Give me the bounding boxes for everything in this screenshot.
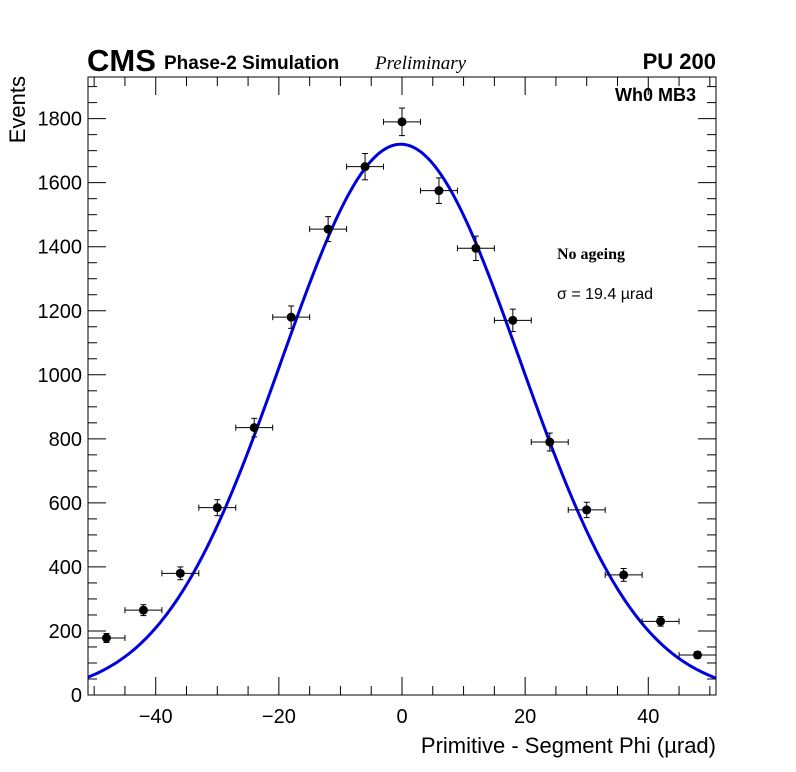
y-tick-label: 600 <box>49 493 82 515</box>
data-marker <box>582 505 592 515</box>
y-tick-label: 1800 <box>38 109 83 131</box>
y-tick-label: 1000 <box>38 365 83 387</box>
y-tick-label: 400 <box>49 557 82 579</box>
data-marker <box>434 186 444 196</box>
axes: −40 −20 0 20 4002004006008001000120014001600… <box>38 77 716 728</box>
fit-curve <box>87 142 717 680</box>
x-tick-label: 40 <box>637 706 659 728</box>
fit-layer <box>87 142 717 680</box>
data-marker <box>175 568 185 578</box>
data-point <box>346 153 385 181</box>
y-tick-label: 800 <box>49 429 82 451</box>
data-point <box>641 616 680 627</box>
data-point <box>456 235 495 261</box>
data-point <box>198 499 237 517</box>
pileup-label: PU 200 <box>643 49 716 74</box>
data-point <box>87 633 126 643</box>
data-marker <box>212 503 222 513</box>
data-marker <box>138 605 148 615</box>
data-marker <box>101 633 111 643</box>
data-marker <box>619 570 629 580</box>
y-axis-title: Events <box>5 76 30 143</box>
preliminary-label: Preliminary <box>374 53 467 74</box>
data-marker <box>508 315 518 325</box>
sigma-annotation: σ = 19.4 µrad <box>557 286 653 303</box>
data-point <box>567 501 606 519</box>
data-point <box>272 305 311 329</box>
y-tick-label: 1400 <box>38 237 83 259</box>
y-tick-label: 1600 <box>38 173 83 195</box>
data-marker <box>286 312 296 322</box>
data-point <box>530 432 569 452</box>
plot-border <box>87 76 717 696</box>
data-point <box>235 417 274 438</box>
x-tick-label: 20 <box>514 706 536 728</box>
data-marker <box>360 162 370 172</box>
x-tick-label: −20 <box>262 706 296 728</box>
data-marker <box>693 650 703 660</box>
y-tick-label: 0 <box>71 685 82 707</box>
y-tick-label: 200 <box>49 621 82 643</box>
data-point <box>678 650 717 660</box>
data-points <box>87 107 717 660</box>
cms-label: CMS <box>87 43 156 78</box>
region-label: Wh0 MB3 <box>615 85 696 105</box>
data-point <box>124 604 163 617</box>
data-marker <box>323 224 333 234</box>
data-marker <box>249 423 259 433</box>
data-point <box>309 216 348 243</box>
data-marker <box>545 437 555 447</box>
plot-frame <box>87 76 717 696</box>
x-axis-title: Primitive - Segment Phi (µrad) <box>421 733 716 758</box>
data-marker <box>397 117 407 127</box>
data-point <box>161 566 200 581</box>
x-tick-label: 0 <box>396 706 407 728</box>
y-tick-label: 1200 <box>38 301 83 323</box>
data-point <box>604 568 643 582</box>
data-point <box>383 107 421 137</box>
data-point <box>419 177 458 204</box>
x-tick-label: −40 <box>139 706 173 728</box>
ageing-annotation: No ageing <box>557 246 625 263</box>
phase2-simulation-label: Phase-2 Simulation <box>164 53 339 74</box>
data-marker <box>471 243 481 253</box>
data-point <box>493 308 532 333</box>
data-marker <box>656 616 666 626</box>
